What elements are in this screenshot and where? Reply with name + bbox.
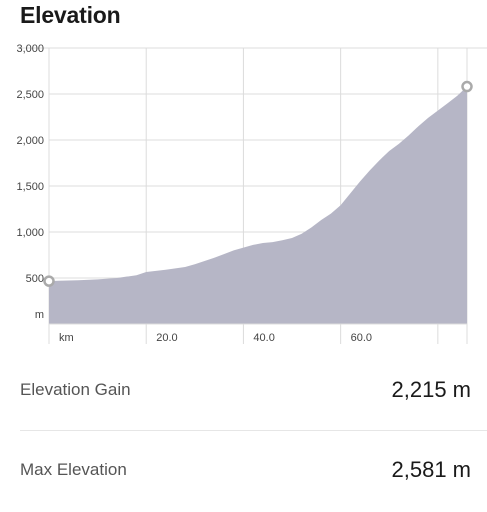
stats-divider <box>20 430 487 431</box>
max-elevation-label: Max Elevation <box>20 460 127 479</box>
y-tick-label: 3,000 <box>16 43 44 55</box>
page-title: Elevation <box>20 2 121 28</box>
elevation-gain-value: 2,215 m <box>391 377 472 402</box>
x-tick-label: 20.0 <box>156 332 177 344</box>
elevation-area <box>49 86 467 324</box>
y-tick-label: 2,000 <box>16 135 44 147</box>
max-elevation-value: 2,581 m <box>391 457 472 482</box>
x-unit-label: km <box>59 332 74 344</box>
y-tick-label: 1,000 <box>16 227 44 239</box>
x-tick-label: 60.0 <box>351 332 372 344</box>
elevation-gain-label: Elevation Gain <box>20 380 131 399</box>
end-marker <box>461 80 473 93</box>
start-marker <box>43 275 55 287</box>
elevation-gain-row: Elevation Gain 2,215 m <box>20 370 471 410</box>
x-tick-label: 40.0 <box>253 332 274 344</box>
y-tick-label: 2,500 <box>16 89 44 101</box>
elevation-chart: 500 1,000 1,500 2,000 2,500 3,000 m km 20.0 40.0 6… <box>16 43 487 344</box>
y-tick-label: 500 <box>26 273 44 285</box>
y-tick-label: 1,500 <box>16 181 44 193</box>
y-unit-label: m <box>35 309 44 321</box>
max-elevation-row: Max Elevation 2,581 m <box>20 450 471 490</box>
